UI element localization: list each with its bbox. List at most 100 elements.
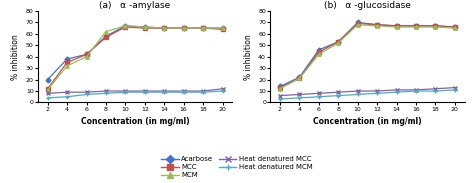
MCC [219, 28, 225, 30]
Acarbose [122, 25, 128, 27]
MCM [393, 26, 399, 28]
Heat denatured MCC [355, 90, 360, 92]
Heat denatured MCM [374, 92, 380, 94]
Heat denatured MCC [181, 90, 186, 92]
Line: Heat denatured MCM: Heat denatured MCM [278, 88, 456, 101]
MCM [83, 56, 89, 58]
MCM [374, 25, 380, 27]
Acarbose [103, 35, 109, 37]
MCM [296, 77, 302, 80]
Heat denatured MCC [122, 90, 128, 92]
Heat denatured MCM [432, 90, 438, 92]
Acarbose [200, 27, 206, 29]
Line: Heat denatured MCC: Heat denatured MCC [46, 87, 224, 95]
Heat denatured MCC [316, 92, 321, 94]
Heat denatured MCC [296, 93, 302, 96]
Acarbose [432, 25, 438, 27]
Acarbose [64, 58, 70, 60]
Heat denatured MCM [277, 98, 283, 100]
MCC [413, 25, 419, 27]
Acarbose [316, 49, 321, 51]
MCM [200, 27, 206, 29]
Acarbose [219, 27, 225, 29]
Heat denatured MCM [45, 97, 50, 99]
Heat denatured MCM [219, 90, 225, 92]
MCM [142, 26, 147, 28]
MCC [103, 36, 109, 38]
Y-axis label: % inhibition: % inhibition [244, 34, 253, 80]
Heat denatured MCM [161, 91, 167, 93]
Heat denatured MCC [103, 90, 109, 92]
MCC [316, 51, 321, 53]
MCC [45, 88, 50, 90]
Acarbose [277, 85, 283, 88]
MCM [452, 27, 457, 29]
MCC [83, 53, 89, 56]
MCC [277, 87, 283, 89]
Heat denatured MCM [335, 94, 341, 97]
Heat denatured MCC [393, 89, 399, 91]
Heat denatured MCM [122, 91, 128, 93]
Heat denatured MCC [83, 91, 89, 93]
Y-axis label: % inhibition: % inhibition [11, 34, 20, 80]
Heat denatured MCC [161, 90, 167, 92]
Line: MCC: MCC [46, 25, 224, 90]
Acarbose [181, 27, 186, 29]
MCC [122, 26, 128, 28]
MCM [161, 27, 167, 29]
MCC [181, 27, 186, 29]
MCC [64, 61, 70, 64]
Line: Acarbose: Acarbose [46, 24, 224, 81]
MCC [374, 24, 380, 26]
Heat denatured MCC [219, 88, 225, 90]
MCM [219, 27, 225, 29]
Acarbose [142, 26, 147, 28]
Acarbose [374, 24, 380, 26]
Title: (b)   α -glucosidase: (b) α -glucosidase [324, 1, 411, 10]
Title: (a)   α -amylase: (a) α -amylase [100, 1, 171, 10]
Heat denatured MCM [103, 92, 109, 94]
X-axis label: Concentration (in mg/ml): Concentration (in mg/ml) [313, 117, 422, 126]
MCM [64, 65, 70, 67]
Line: MCM: MCM [278, 23, 456, 90]
Heat denatured MCM [181, 91, 186, 93]
Legend: Acarbose, MCC, MCM, Heat denatured MCC, Heat denatured MCM: Acarbose, MCC, MCM, Heat denatured MCC, … [160, 155, 314, 180]
Heat denatured MCC [432, 88, 438, 90]
Line: Heat denatured MCC: Heat denatured MCC [278, 86, 456, 97]
X-axis label: Concentration (in mg/ml): Concentration (in mg/ml) [81, 117, 190, 126]
Acarbose [296, 76, 302, 79]
MCM [432, 26, 438, 28]
Acarbose [161, 27, 167, 29]
Acarbose [452, 26, 457, 28]
Heat denatured MCC [45, 92, 50, 94]
Acarbose [413, 25, 419, 27]
MCC [335, 41, 341, 43]
Heat denatured MCM [64, 96, 70, 98]
MCM [181, 27, 186, 29]
Heat denatured MCC [335, 91, 341, 93]
MCC [161, 27, 167, 29]
MCM [45, 89, 50, 91]
Heat denatured MCM [142, 91, 147, 93]
MCC [296, 77, 302, 80]
Heat denatured MCC [142, 90, 147, 92]
Heat denatured MCM [200, 91, 206, 93]
MCC [452, 26, 457, 28]
MCM [413, 26, 419, 28]
Line: MCC: MCC [278, 22, 456, 89]
Acarbose [393, 25, 399, 27]
Heat denatured MCC [413, 89, 419, 91]
Acarbose [45, 79, 50, 81]
Heat denatured MCC [374, 90, 380, 92]
Heat denatured MCM [452, 89, 457, 91]
Heat denatured MCC [277, 94, 283, 97]
Acarbose [83, 53, 89, 56]
Heat denatured MCM [296, 97, 302, 99]
Line: MCM: MCM [46, 24, 224, 92]
Acarbose [335, 41, 341, 43]
MCC [142, 27, 147, 29]
MCM [277, 88, 283, 90]
MCC [200, 27, 206, 29]
MCM [122, 25, 128, 27]
MCM [316, 53, 321, 56]
